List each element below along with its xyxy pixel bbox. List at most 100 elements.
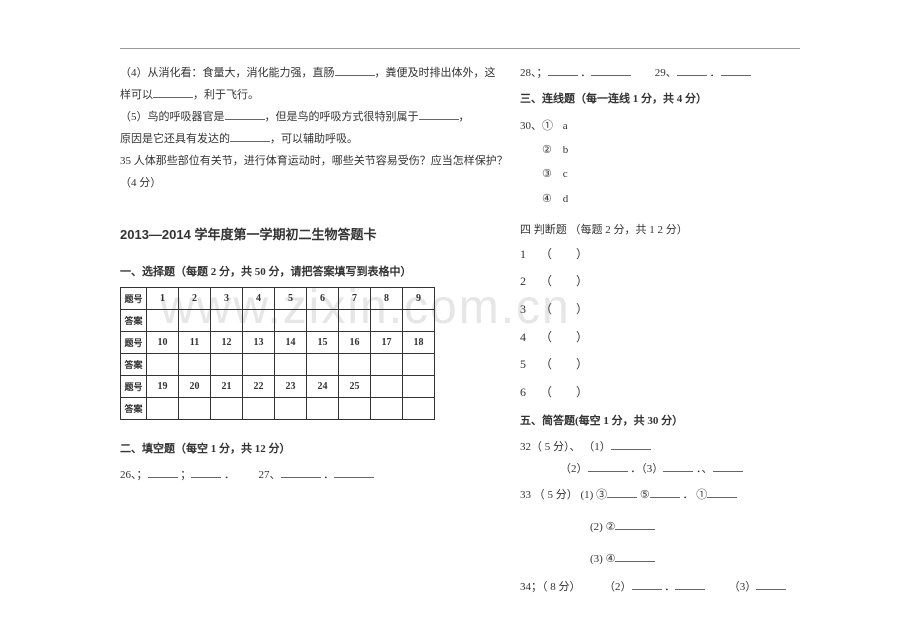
ans-cell [179,398,211,420]
r-d: ． [710,67,721,79]
ans-cell [243,310,275,332]
num-cell: 20 [179,376,211,398]
q33-r3: (3) ④ [590,553,615,565]
ans-cell [147,398,179,420]
col-label-num: 题号 [121,332,147,354]
q4-text-b: ，粪便及时排出体外，这 [375,67,496,79]
ans-cell [307,398,339,420]
q4-text-a: （4）从消化看：食量大，消化能力强，直肠 [120,67,335,79]
ans-cell [147,354,179,376]
col-label-ans: 答案 [121,398,147,420]
judge-row: 5 （ ） [520,351,800,379]
ans-cell [403,354,435,376]
num-cell: 21 [211,376,243,398]
page-root: www.zixin.com.cn （4）从消化看：食量大，消化能力强，直肠，粪便… [0,0,920,637]
q32-row2: （2） ．（3） ．、 [520,458,800,480]
ans-cell [211,398,243,420]
table-row: 题号 1 2 3 4 5 6 7 8 9 [121,288,435,310]
q34-row: 34；（ 8 分） （2） ． （3） [520,576,800,598]
col-label-ans: 答案 [121,310,147,332]
blank [548,65,578,76]
section-4-heading: 四 判断题 （每题 2 分，共 1 2 分） [520,219,800,241]
blank [675,579,705,590]
num-cell: 16 [339,332,371,354]
r-a: 28、； [520,67,548,79]
blank [588,461,628,472]
fill-b: ； [180,469,191,481]
blank [281,467,321,478]
ans-cell [147,310,179,332]
num-cell: 5 [275,288,307,310]
num-cell: 17 [371,332,403,354]
ans-cell [179,310,211,332]
num-cell [371,376,403,398]
paren: （ ） [546,274,588,288]
num-cell: 22 [243,376,275,398]
blank [650,487,680,498]
q4-text-d: ，利于飞行。 [193,89,259,101]
q33-row2: (2) ② [520,516,800,538]
match-num: ② [520,138,560,162]
match-row: 30、① a [520,114,800,138]
blank [334,467,374,478]
blank [225,109,265,120]
fill-e: ． [323,469,334,481]
ans-cell [403,310,435,332]
section-3-heading: 三、连线题（每一连线 1 分，共 4 分） [520,90,800,106]
left-column: （4）从消化看：食量大，消化能力强，直肠，粪便及时排出体外，这 样可以，利于飞行… [120,62,490,486]
judge-num: 6 [520,379,534,407]
q32-head: 32（ 5 分）、 （1） [520,441,611,453]
fill-a: 26、； [120,469,148,481]
blank [191,467,221,478]
judge-row: 6 （ ） [520,379,800,407]
paren: （ ） [546,247,588,261]
judge-num: 5 [520,351,534,379]
q5-line1: （5）鸟的呼吸器官是，但是鸟的呼吸方式很特别属于， [120,106,490,128]
r-c: 29、 [655,67,677,79]
q4-text-c: 样可以 [120,89,153,101]
ans-cell [339,354,371,376]
q32-a: （2） [560,463,588,475]
ans-cell [307,310,339,332]
blank [335,65,375,76]
num-cell: 14 [275,332,307,354]
answer-table: 题号 1 2 3 4 5 6 7 8 9 答案 题号 10 11 12 13 [120,287,435,420]
match-num: ① [542,120,553,132]
fill-d: 27、 [259,469,281,481]
q5-text-e: ，可以辅助呼吸。 [270,133,358,145]
blank [707,487,737,498]
blank [615,551,655,562]
col-label-num: 题号 [121,288,147,310]
num-cell: 9 [403,288,435,310]
paren: （ ） [546,330,588,344]
match-num: ④ [520,187,560,211]
q5-text-c: ， [459,111,470,123]
match-block: 30、① a ② b ③ c ④ d [520,114,800,211]
blank [713,461,743,472]
num-cell: 24 [307,376,339,398]
q5-text-d: 原因是它还具有发达的 [120,133,230,145]
ans-cell [339,398,371,420]
num-cell: 10 [147,332,179,354]
ans-cell [243,398,275,420]
section-1-heading: 一、选择题（每题 2 分，共 50 分，请把答案填写到表格中） [120,263,490,279]
q33-t1: ⑤ [640,489,650,501]
num-cell: 7 [339,288,371,310]
blank [611,439,651,450]
blank [607,487,637,498]
ans-cell [275,310,307,332]
table-row: 答案 [121,354,435,376]
q32-b: ．（3） [630,463,663,475]
blank [756,579,786,590]
paren: （ ） [546,385,588,399]
col-label-ans: 答案 [121,354,147,376]
num-cell: 2 [179,288,211,310]
paren: （ ） [546,357,588,371]
ans-cell [371,310,403,332]
num-cell: 13 [243,332,275,354]
match-letter: b [563,138,593,162]
q34-head: 34；（ 8 分） [520,581,581,593]
blank [663,461,693,472]
r-b: ． [580,67,591,79]
judge-row: 1 （ ） [520,241,800,269]
